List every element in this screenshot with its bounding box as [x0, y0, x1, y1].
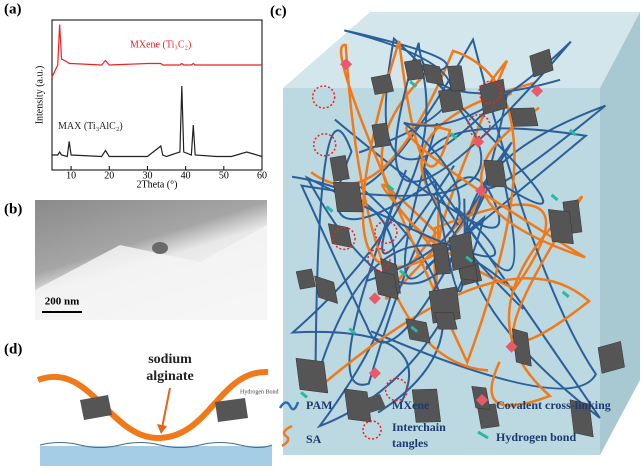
mxene-sheet — [215, 398, 248, 422]
annotation: sodium — [148, 352, 192, 367]
mxene-sheet — [435, 313, 457, 330]
mxene-sheet — [510, 108, 538, 127]
x-tick-label: 20 — [104, 170, 114, 181]
legend-label: tangles — [392, 436, 428, 450]
y-axis-label: Intensity (a.u.) — [34, 66, 45, 125]
tem-particle — [152, 242, 168, 254]
x-tick-label: 40 — [181, 170, 191, 181]
bond-note: Hydrogen Bond — [240, 389, 279, 395]
mxene-sheet — [449, 232, 474, 271]
scale-bar-label: 200 nm — [45, 296, 80, 308]
annotation: alginate — [146, 369, 193, 384]
legend-label: PAM — [306, 398, 332, 412]
series-line — [52, 25, 262, 78]
legend-label: Hydrogen bond — [496, 430, 576, 444]
figure: (a) 2Theta (°) Intensity (a.u.) 10203040… — [0, 0, 643, 466]
panel-label: (b) — [4, 201, 22, 217]
mxene-sheet — [296, 358, 328, 393]
mxene-sheet — [548, 209, 573, 243]
xrd-plot: 10 20 30 40 50 60 MXene (Ti₃C₂) MAX (Ti₃AlC₂) — [52, 25, 267, 182]
legend-label: SA — [306, 432, 322, 446]
legend-label: Interchain — [392, 420, 446, 434]
cube-side — [600, 12, 640, 455]
arrow — [162, 388, 170, 428]
x-tick-label: 50 — [219, 170, 229, 181]
series-label: MXene (Ti₃C₂) — [130, 39, 191, 50]
legend-label: MXene — [392, 398, 430, 412]
mxene-sheet — [484, 160, 507, 187]
mxene-sheet — [438, 87, 463, 112]
mxene-sheet — [80, 395, 112, 420]
x-tick-label: 10 — [66, 170, 76, 181]
series-label: MAX (Ti₃AlC₂) — [58, 121, 123, 132]
x-tick-label: 60 — [257, 170, 267, 181]
mxene-sheet — [333, 182, 363, 212]
substrate — [40, 446, 272, 466]
mxene-sheet — [371, 74, 394, 94]
panel-label: (a) — [4, 1, 22, 17]
arrowhead — [157, 424, 167, 434]
panel-label: (d) — [4, 341, 22, 357]
x-tick-label: 30 — [142, 170, 152, 181]
panel-label: (c) — [270, 3, 287, 19]
legend-label: Covalent cross-linking — [496, 398, 611, 412]
